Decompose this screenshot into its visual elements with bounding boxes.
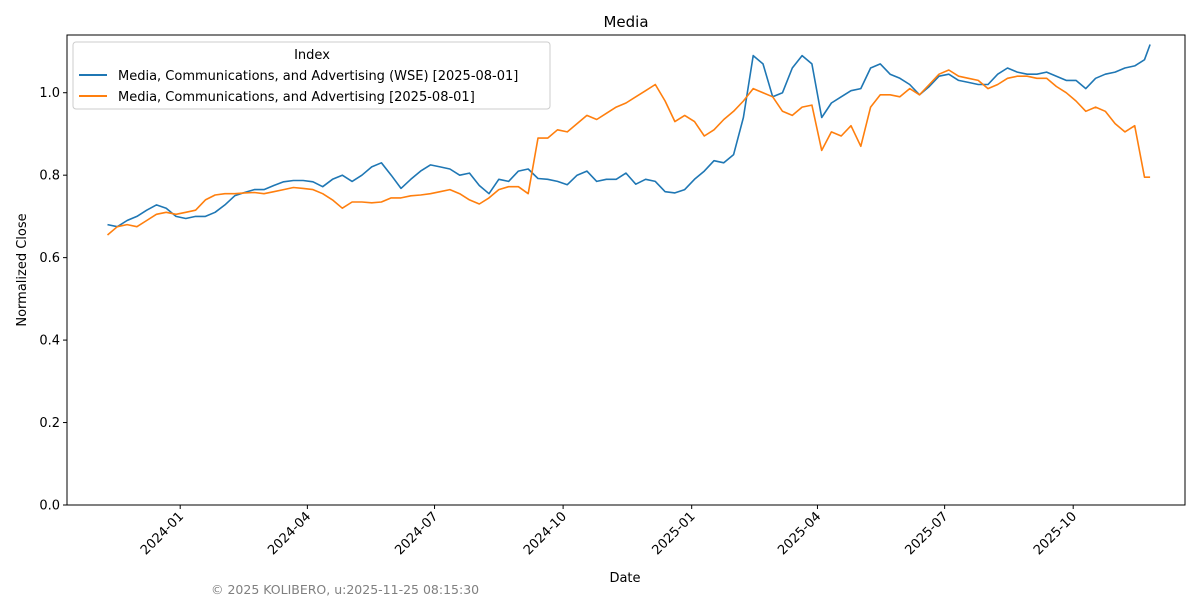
y-axis: 0.0 0.2 0.4 0.6 0.8 1.0 — [39, 86, 67, 514]
footer-copyright: © 2025 KOLIBERO, u:2025-11-25 08:15:30 — [211, 582, 479, 597]
x-axis-label: Date — [609, 571, 640, 586]
legend-entry-wse: Media, Communications, and Advertising (… — [118, 69, 518, 84]
legend-entry-index: Media, Communications, and Advertising [… — [118, 90, 475, 105]
legend-box — [72, 41, 551, 110]
series-line-0 — [107, 44, 1151, 228]
legend: Index Media, Communications, and Adverti… — [72, 41, 551, 110]
y-tick-label: 0.2 — [39, 416, 60, 431]
y-tick-label: 0.4 — [39, 334, 60, 349]
y-axis-label: Normalized Close — [15, 213, 30, 326]
series-line-1 — [106, 69, 1151, 236]
y-tick-label: 0.6 — [39, 251, 60, 266]
y-tick-label: 1.0 — [39, 86, 60, 101]
chart-title: Media — [603, 13, 648, 31]
axes-frame — [66, 34, 1186, 506]
y-tick-label: 0.8 — [39, 169, 60, 184]
series-lines — [106, 44, 1151, 236]
legend-title: Index — [294, 48, 330, 63]
y-tick-label: 0.0 — [39, 499, 60, 514]
